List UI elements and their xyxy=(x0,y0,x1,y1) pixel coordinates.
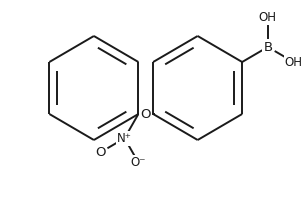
Text: OH: OH xyxy=(259,10,277,24)
Text: N⁺: N⁺ xyxy=(117,132,132,145)
Text: O: O xyxy=(95,146,106,159)
Text: OH: OH xyxy=(285,55,302,69)
Text: O⁻: O⁻ xyxy=(131,156,146,169)
Text: O: O xyxy=(140,108,151,121)
Text: B: B xyxy=(263,41,272,53)
